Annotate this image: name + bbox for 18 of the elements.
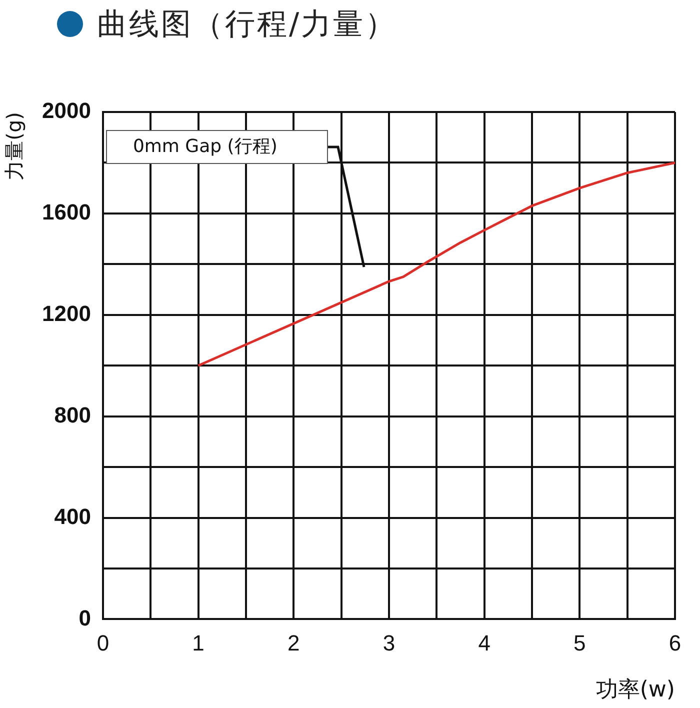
x-tick-label: 3 <box>382 630 396 656</box>
y-tick-label: 2000 <box>42 98 91 124</box>
y-tick-label: 800 <box>54 402 91 428</box>
x-tick-label: 6 <box>668 630 682 656</box>
y-tick-label: 1200 <box>42 300 91 326</box>
x-tick-label: 2 <box>288 630 300 656</box>
callout: 0mm Gap (行程) <box>106 130 367 270</box>
y-tick-label: 1600 <box>42 200 91 225</box>
y-tick-label: 0 <box>78 605 91 630</box>
x-tick-label: 0 <box>96 630 110 656</box>
y-tick-label: 400 <box>54 504 91 529</box>
x-tick-label: 1 <box>192 630 204 656</box>
chart-title: 曲线图（行程/力量） <box>97 6 398 44</box>
x-tick-label: 4 <box>478 630 490 656</box>
x-axis-title: 功率(w) <box>596 678 675 703</box>
annotation: 0mm Gap (行程) <box>106 130 328 164</box>
y-axis-title: 力量(g) <box>2 112 26 180</box>
x-tick-label: 5 <box>574 630 586 656</box>
